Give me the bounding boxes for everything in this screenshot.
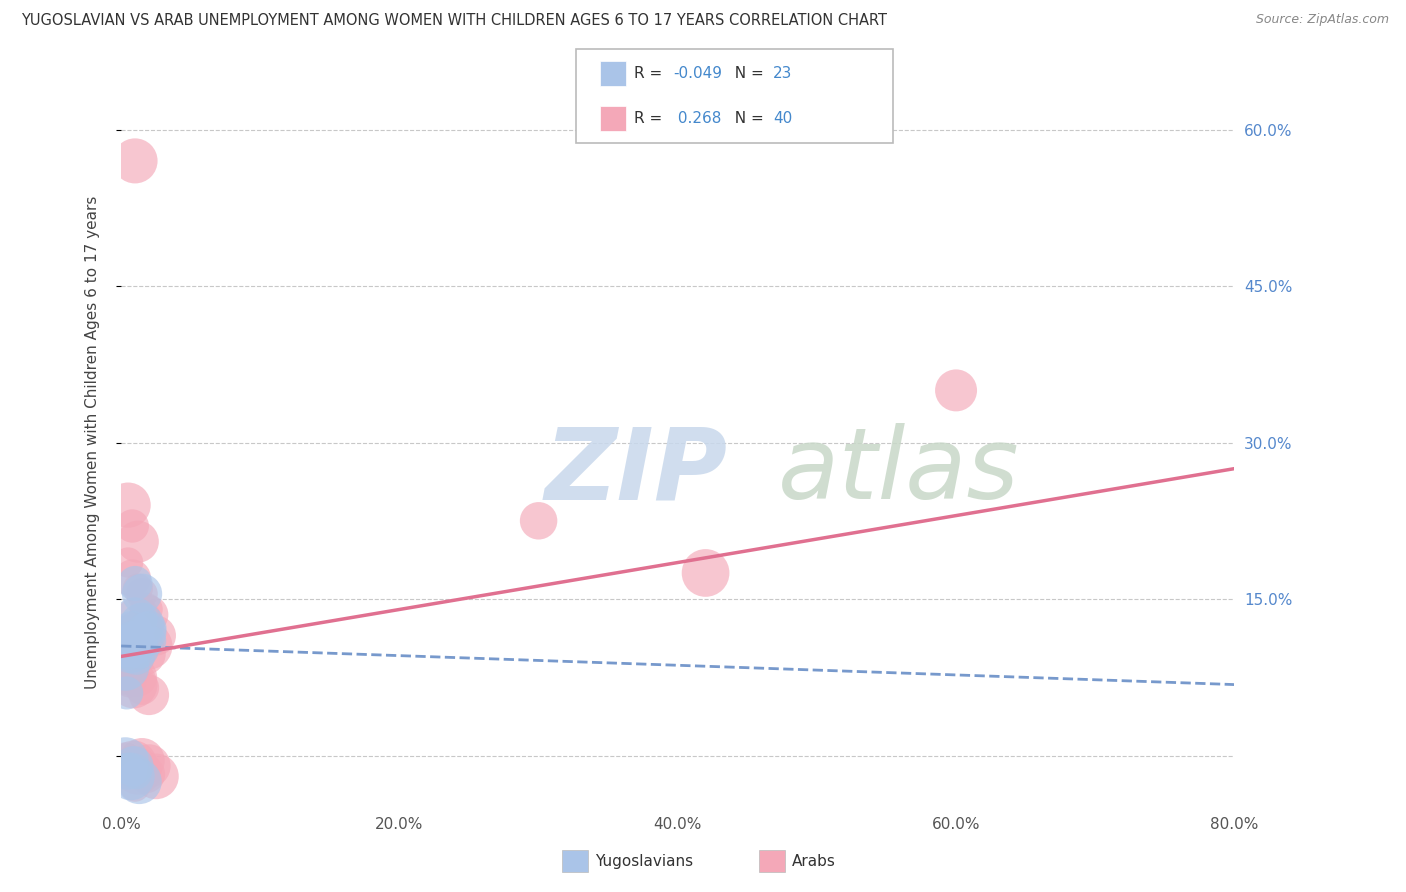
Point (124, 613, 146, 627)
Text: R =: R = (634, 112, 668, 126)
Point (120, 644, 142, 658)
Point (124, 576, 146, 591)
Point (121, 644, 143, 658)
Point (121, 624, 143, 638)
Point (127, 670, 149, 684)
Point (122, 618, 145, 632)
Point (122, 756, 145, 771)
Point (131, 624, 153, 638)
Text: 40: 40 (773, 112, 793, 126)
Point (127, 582, 149, 596)
Y-axis label: Unemployment Among Women with Children Ages 6 to 17 years: Unemployment Among Women with Children A… (86, 196, 100, 690)
Text: ZIP: ZIP (544, 424, 727, 520)
Point (135, 633, 157, 648)
Point (138, 621, 160, 635)
Text: Yugoslavians: Yugoslavians (595, 854, 693, 869)
Point (117, 649, 139, 664)
Point (695, 566, 717, 580)
Point (135, 602, 157, 616)
Text: Arabs: Arabs (792, 854, 835, 869)
Text: 23: 23 (773, 66, 793, 80)
Point (118, 761, 141, 775)
Text: -0.049: -0.049 (673, 66, 723, 80)
Point (138, 607, 160, 622)
Point (127, 629, 149, 643)
Point (114, 660, 136, 674)
Point (124, 153, 146, 168)
Point (117, 556, 139, 570)
Point (127, 534, 149, 549)
Point (138, 759, 160, 773)
Point (121, 519, 143, 533)
Text: YUGOSLAVIAN VS ARAB UNEMPLOYMENT AMONG WOMEN WITH CHILDREN AGES 6 TO 17 YEARS CO: YUGOSLAVIAN VS ARAB UNEMPLOYMENT AMONG W… (21, 13, 887, 29)
Point (135, 767, 157, 781)
Point (131, 754, 153, 768)
Point (138, 639, 160, 653)
Point (127, 764, 149, 779)
Point (114, 665, 136, 679)
Point (527, 514, 550, 528)
Point (128, 774, 150, 789)
Point (121, 571, 143, 585)
Text: R =: R = (634, 66, 668, 80)
Point (125, 649, 148, 664)
Point (132, 646, 155, 660)
Point (141, 633, 163, 648)
Point (124, 780, 146, 794)
Point (131, 681, 153, 695)
Point (114, 624, 136, 638)
Point (131, 618, 153, 632)
Point (131, 587, 153, 601)
Point (117, 498, 139, 512)
Text: N =: N = (725, 112, 769, 126)
Point (118, 629, 141, 643)
Text: 0.268: 0.268 (673, 112, 721, 126)
Point (127, 613, 149, 627)
Point (117, 764, 139, 779)
Point (124, 649, 146, 664)
Point (118, 673, 141, 688)
Text: Source: ZipAtlas.com: Source: ZipAtlas.com (1256, 13, 1389, 27)
Point (125, 767, 148, 781)
Point (114, 754, 136, 768)
Point (145, 629, 167, 643)
Text: atlas: atlas (778, 424, 1019, 520)
Point (117, 639, 139, 653)
Point (128, 639, 150, 653)
Point (122, 636, 145, 650)
Point (115, 686, 138, 700)
Point (122, 677, 145, 691)
Point (122, 759, 145, 773)
Point (135, 625, 157, 640)
Point (138, 688, 160, 702)
Point (128, 642, 150, 657)
Point (145, 769, 167, 783)
Point (131, 587, 153, 601)
Text: N =: N = (725, 66, 769, 80)
Point (120, 769, 142, 783)
Point (945, 384, 967, 398)
Point (114, 754, 136, 768)
